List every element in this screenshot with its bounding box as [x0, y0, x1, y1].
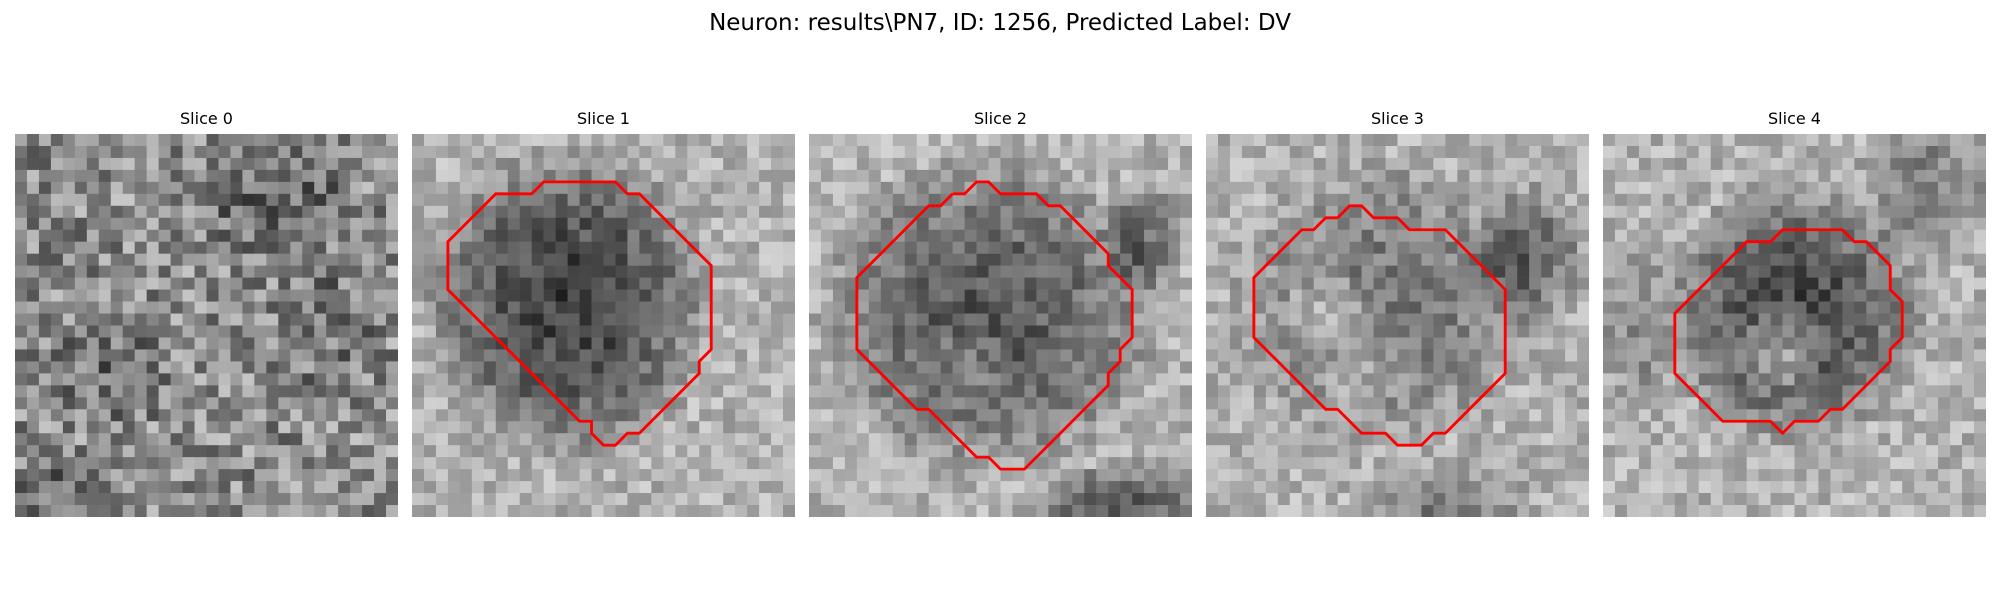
slice-4-image: [1603, 134, 1986, 517]
slice-4-grayscale-image: [1603, 134, 1986, 517]
slice-2-grayscale-image: [809, 134, 1192, 517]
slice-1-grayscale-image: [412, 134, 795, 517]
slice-3-title: Slice 3: [1371, 109, 1424, 128]
slice-2-segmentation-contour: [855, 180, 1134, 471]
slice-1-segmentation-contour: [446, 180, 713, 447]
slice-0-grayscale-image: [15, 134, 398, 517]
slice-0-title: Slice 0: [180, 109, 233, 128]
slice-3-grayscale-image: [1206, 134, 1589, 517]
slice-2-title: Slice 2: [974, 109, 1027, 128]
slice-2-pixel-grid: [809, 134, 1192, 517]
slice-3-pixel-grid: [1206, 134, 1589, 517]
slice-1-title: Slice 1: [577, 109, 630, 128]
slice-1-pixel-grid: [412, 134, 795, 517]
slice-4-pixel-grid: [1603, 134, 1986, 517]
slice-1-image: [412, 134, 795, 517]
slice-3-image: [1206, 134, 1589, 517]
slice-2-image: [809, 134, 1192, 517]
figure-title: Neuron: results\PN7, ID: 1256, Predicted…: [709, 10, 1291, 36]
slice-4-segmentation-contour: [1673, 228, 1904, 436]
slice-4-title: Slice 4: [1768, 109, 1821, 128]
slice-0-image: [15, 134, 398, 517]
slice-0-pixel-grid: [15, 134, 398, 517]
slice-3-segmentation-contour: [1252, 204, 1507, 447]
